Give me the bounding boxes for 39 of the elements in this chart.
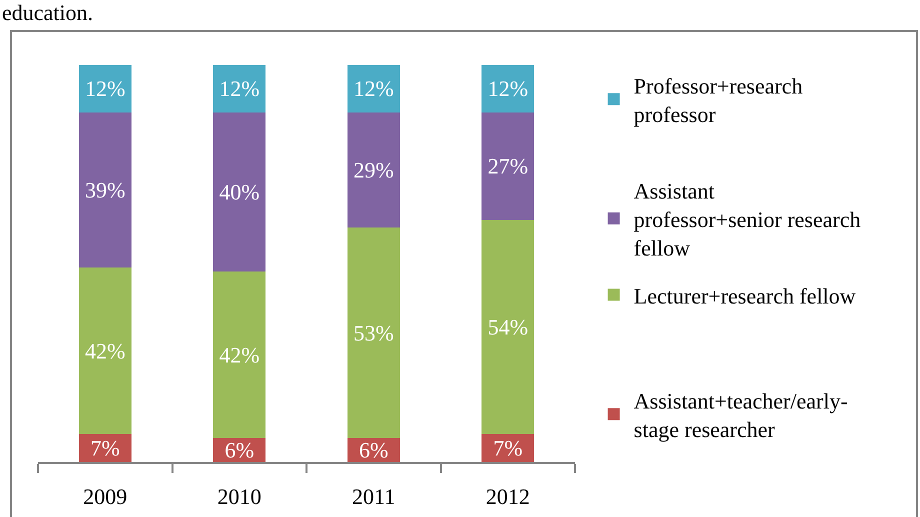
- data-label: 7%: [493, 436, 523, 461]
- data-label: 29%: [353, 158, 394, 183]
- data-label: 6%: [358, 438, 388, 463]
- data-label: 12%: [84, 76, 126, 102]
- bar: [482, 220, 534, 434]
- x-tick-label: 2010: [217, 484, 262, 510]
- bar: [78, 112, 132, 268]
- x-tick-label: 2012: [486, 484, 530, 510]
- legend-label: Assistant professor+senior research fellow: [634, 178, 861, 261]
- bar: [213, 112, 266, 272]
- bar: [347, 112, 400, 228]
- bar: [347, 228, 400, 438]
- bar: [78, 267, 132, 434]
- bar: [213, 271, 266, 438]
- bar: [482, 112, 534, 220]
- data-label: 27%: [488, 154, 528, 179]
- data-label: 53%: [353, 320, 394, 346]
- bar: [78, 434, 132, 462]
- data-label: 40%: [219, 179, 260, 204]
- data-label: 12%: [488, 76, 528, 102]
- data-label: 42%: [84, 338, 126, 364]
- text: education.: [2, 0, 94, 26]
- data-label: 12%: [219, 76, 260, 102]
- data-label: 39%: [84, 177, 126, 202]
- data-label: 7%: [90, 436, 120, 461]
- legend-label: Professor+research professor: [634, 73, 803, 127]
- data-label: 12%: [353, 76, 394, 102]
- bar: [347, 64, 400, 113]
- bar: [78, 64, 132, 113]
- data-label: 42%: [219, 342, 260, 368]
- data-label: 6%: [224, 438, 254, 463]
- bar: [482, 64, 534, 113]
- bar: [213, 64, 266, 113]
- legend-label: Lecturer+research fellow: [634, 283, 856, 308]
- bar: [482, 434, 534, 462]
- x-tick-label: 2011: [352, 484, 396, 510]
- legend-label: Assistant+teacher/early-stage researcher: [634, 388, 848, 442]
- data-label: 54%: [488, 314, 528, 340]
- x-tick-label: 2009: [83, 484, 128, 510]
